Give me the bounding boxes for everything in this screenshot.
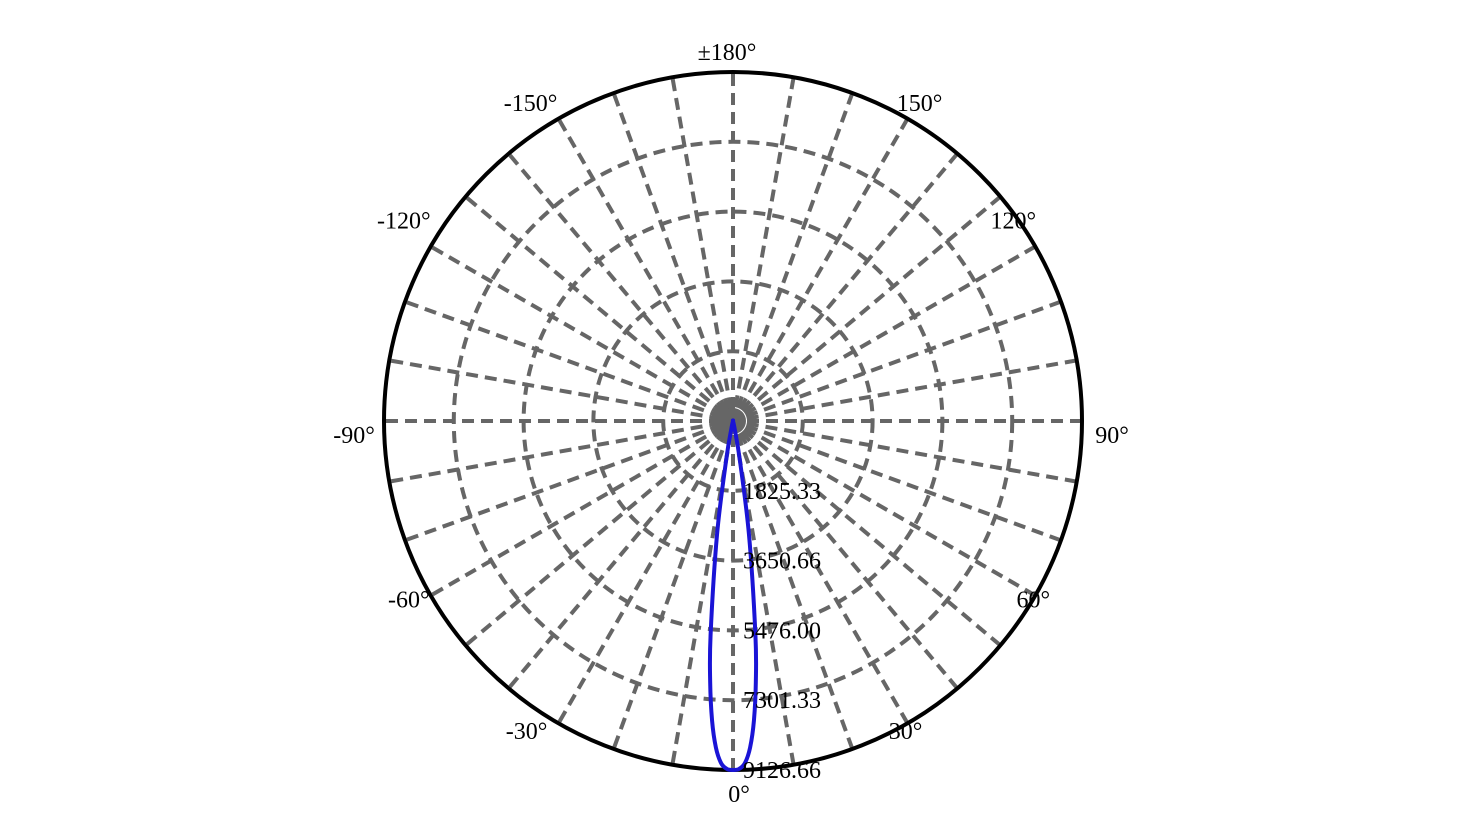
angle-tick-labels: 0° 30° 60° 90° 120° 150° ±180° -150° -120° -90° -6… <box>333 40 1129 808</box>
angle-tick-label: -90° <box>333 423 375 449</box>
angle-tick-label: -120° <box>377 209 431 235</box>
radial-tick-label: 7301.33 <box>743 688 821 714</box>
radial-tick-label: 9126.66 <box>743 758 821 784</box>
angle-tick-label: 150° <box>897 91 943 117</box>
series-line <box>707 418 759 773</box>
radial-tick-label: 5476.00 <box>743 618 821 644</box>
angle-tick-label: 30° <box>889 719 923 745</box>
angle-tick-label: -30° <box>506 719 548 745</box>
angle-tick-label: ±180° <box>698 40 757 66</box>
angle-tick-label: 120° <box>990 209 1036 235</box>
angle-tick-label: -60° <box>388 588 430 614</box>
angle-tick-label: 90° <box>1095 423 1129 449</box>
angle-tick-label: -150° <box>504 91 558 117</box>
radial-tick-label: 1825.33 <box>743 479 821 505</box>
angle-tick-label: 60° <box>1016 588 1050 614</box>
radial-tick-labels: 1825.33 3650.66 5476.00 7301.33 9126.66 <box>743 479 821 784</box>
angle-tick-label: 0° <box>728 782 750 808</box>
radial-tick-label: 3650.66 <box>743 549 821 575</box>
